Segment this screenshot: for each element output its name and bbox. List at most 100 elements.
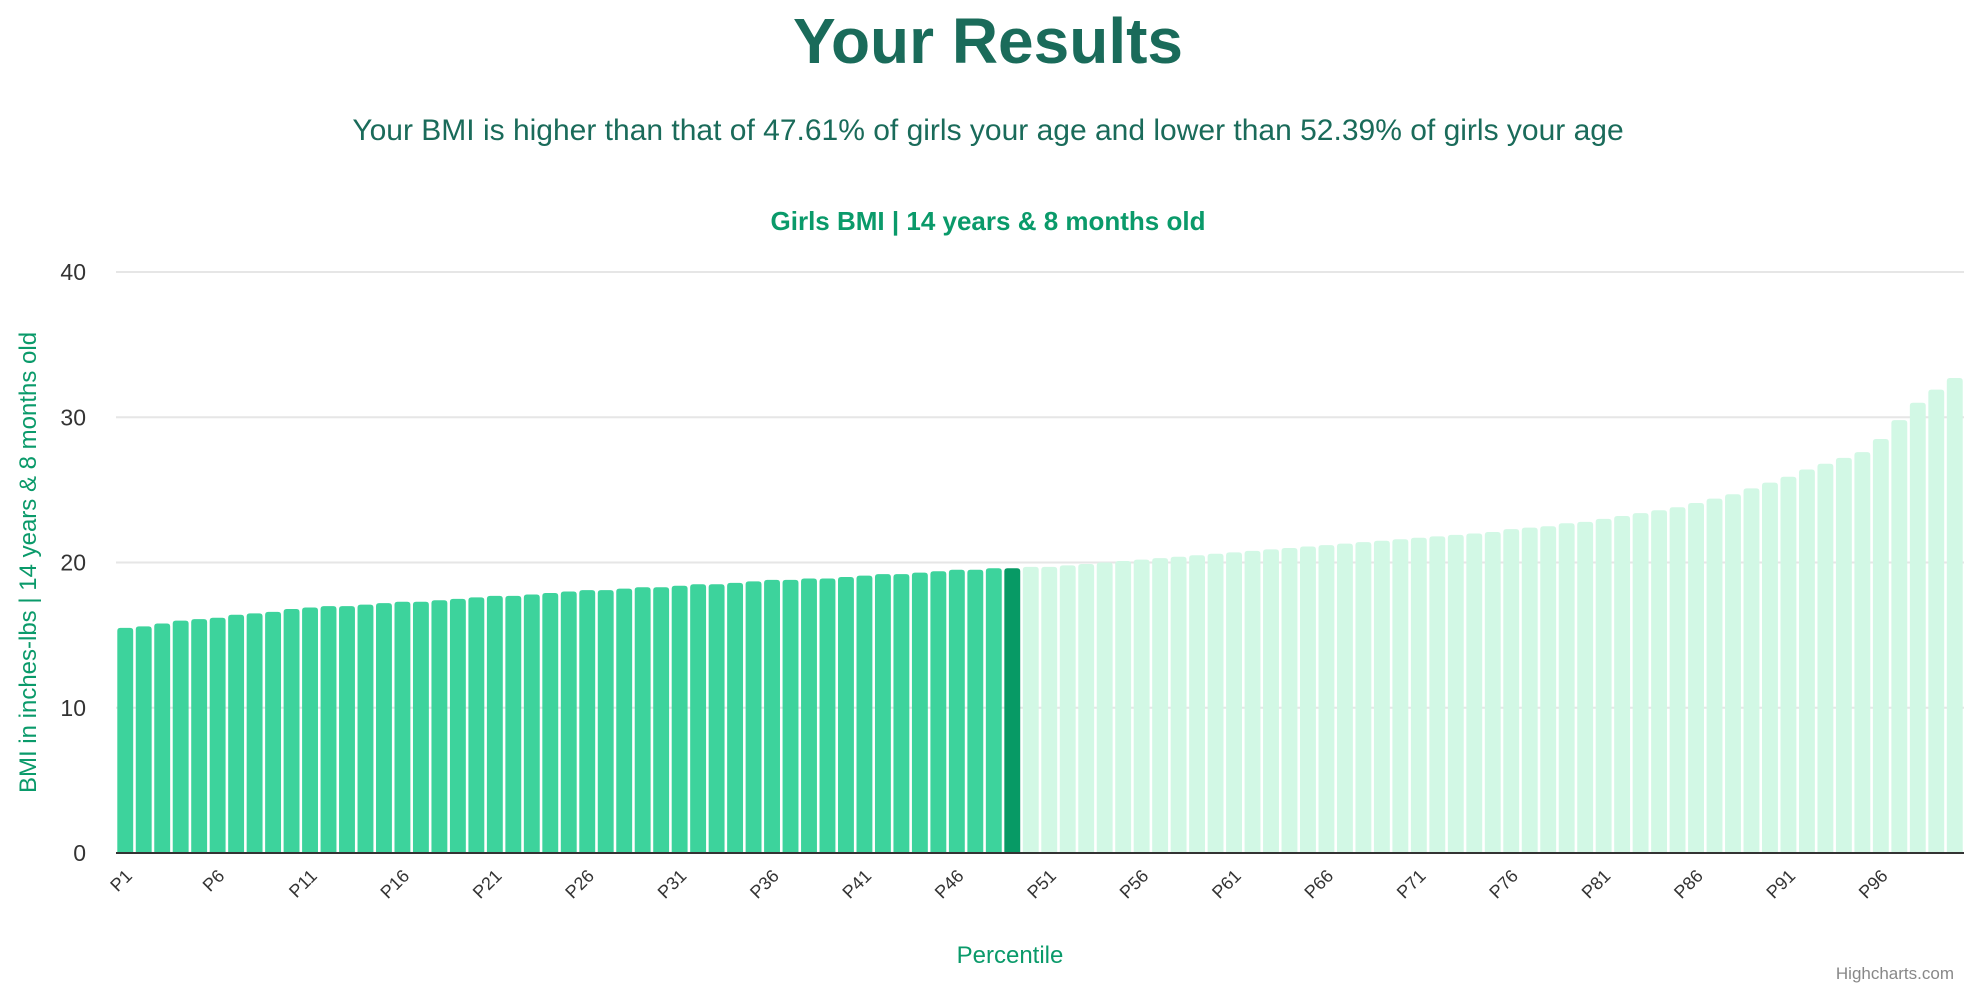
bar-p79[interactable] [1558, 523, 1575, 853]
bar-p38[interactable] [801, 578, 817, 853]
bar-p48[interactable] [985, 568, 1002, 853]
bar-p17[interactable] [412, 601, 429, 853]
bar-p89[interactable] [1743, 488, 1760, 853]
bar-p15[interactable] [376, 603, 392, 853]
bar-p100[interactable] [1946, 378, 1963, 853]
bar-p86[interactable] [1688, 502, 1704, 853]
bar-p33[interactable] [708, 584, 725, 853]
bar-p65[interactable] [1300, 546, 1316, 853]
bar-p12[interactable] [320, 606, 337, 853]
bar-p67[interactable] [1336, 543, 1353, 853]
bar-p8[interactable] [246, 613, 263, 853]
bar-p53[interactable] [1078, 563, 1095, 853]
bar-p37[interactable] [782, 579, 799, 853]
bar-p81[interactable] [1595, 518, 1612, 853]
bar-p91[interactable] [1780, 476, 1797, 853]
bar-p44[interactable] [911, 572, 928, 853]
bar-p32[interactable] [690, 584, 707, 853]
bar-p73[interactable] [1447, 534, 1464, 853]
bar-p50[interactable] [1022, 566, 1039, 853]
bar-p76[interactable] [1503, 529, 1520, 853]
bar-p68[interactable] [1355, 542, 1372, 853]
bar-p25[interactable] [560, 591, 577, 853]
bar-p9[interactable] [265, 611, 282, 853]
bar-p5[interactable] [191, 619, 208, 853]
bar-p64[interactable] [1281, 547, 1298, 853]
bar-p85[interactable] [1669, 507, 1686, 853]
bar-p94[interactable] [1835, 457, 1852, 853]
bar-p11[interactable] [302, 607, 318, 853]
bar-p98[interactable] [1909, 402, 1926, 853]
bar-p61[interactable] [1226, 552, 1242, 853]
bar-p77[interactable] [1521, 527, 1538, 853]
bar-p21[interactable] [486, 595, 503, 853]
bar-p46[interactable] [948, 569, 965, 853]
bar-p75[interactable] [1484, 531, 1501, 853]
bar-p45[interactable] [930, 571, 947, 853]
bar-p23[interactable] [523, 594, 540, 853]
bar-p70[interactable] [1392, 539, 1409, 853]
bar-p99[interactable] [1928, 389, 1945, 853]
bar-p58[interactable] [1170, 556, 1187, 853]
bar-p13[interactable] [339, 606, 355, 853]
highcharts-credits-link[interactable]: Highcharts.com [1836, 964, 1954, 983]
bar-p51[interactable] [1041, 566, 1058, 853]
bar-p55[interactable] [1115, 561, 1132, 853]
bar-p14[interactable] [357, 604, 374, 853]
bar-p36[interactable] [764, 579, 780, 853]
bar-p59[interactable] [1189, 555, 1206, 853]
bar-p6[interactable] [209, 617, 226, 853]
bar-p47[interactable] [967, 569, 984, 853]
bar-p10[interactable] [283, 608, 300, 853]
bar-p84[interactable] [1651, 510, 1668, 853]
bar-p88[interactable] [1725, 494, 1741, 853]
bar-p24[interactable] [542, 593, 559, 853]
bar-p78[interactable] [1540, 526, 1557, 853]
bar-p3[interactable] [154, 623, 171, 853]
bar-p93[interactable] [1817, 463, 1834, 853]
bar-p16[interactable] [394, 601, 411, 853]
bar-p7[interactable] [228, 614, 245, 853]
bar-p30[interactable] [653, 587, 670, 853]
bar-p42[interactable] [874, 574, 891, 853]
bar-p72[interactable] [1429, 536, 1446, 853]
bar-p41[interactable] [856, 575, 873, 853]
bar-p95[interactable] [1854, 452, 1871, 853]
bar-p1[interactable] [117, 627, 134, 853]
bar-p4[interactable] [172, 620, 189, 853]
bar-p18[interactable] [431, 600, 448, 853]
bar-p29[interactable] [634, 587, 651, 853]
bar-p31[interactable] [671, 585, 688, 853]
bar-p74[interactable] [1466, 533, 1483, 853]
bar-p60[interactable] [1207, 553, 1224, 853]
bar-p27[interactable] [597, 590, 614, 853]
bar-p49[interactable] [1004, 568, 1021, 853]
bar-p39[interactable] [819, 578, 836, 853]
bar-p43[interactable] [893, 574, 910, 853]
bar-p40[interactable] [838, 577, 854, 853]
bar-p34[interactable] [727, 582, 744, 853]
bar-p19[interactable] [449, 598, 466, 853]
bar-p20[interactable] [468, 597, 485, 853]
bar-p92[interactable] [1798, 469, 1815, 853]
bar-p35[interactable] [745, 581, 762, 853]
bar-p80[interactable] [1577, 521, 1594, 853]
bar-p54[interactable] [1096, 562, 1113, 854]
bar-p69[interactable] [1373, 540, 1390, 853]
bar-p66[interactable] [1318, 545, 1335, 853]
bar-p96[interactable] [1872, 439, 1889, 853]
bar-p28[interactable] [616, 588, 633, 853]
bar-p63[interactable] [1263, 549, 1279, 853]
bar-p71[interactable] [1410, 537, 1427, 853]
bar-p22[interactable] [505, 595, 522, 853]
bar-p83[interactable] [1632, 513, 1649, 853]
bar-p62[interactable] [1244, 550, 1261, 853]
bar-p90[interactable] [1762, 482, 1778, 853]
bar-p57[interactable] [1152, 558, 1169, 853]
bar-p56[interactable] [1133, 559, 1150, 853]
bar-p2[interactable] [135, 626, 152, 853]
bar-p87[interactable] [1706, 498, 1723, 853]
bar-p97[interactable] [1891, 420, 1908, 853]
bar-p82[interactable] [1614, 516, 1631, 853]
bar-p26[interactable] [579, 590, 596, 853]
